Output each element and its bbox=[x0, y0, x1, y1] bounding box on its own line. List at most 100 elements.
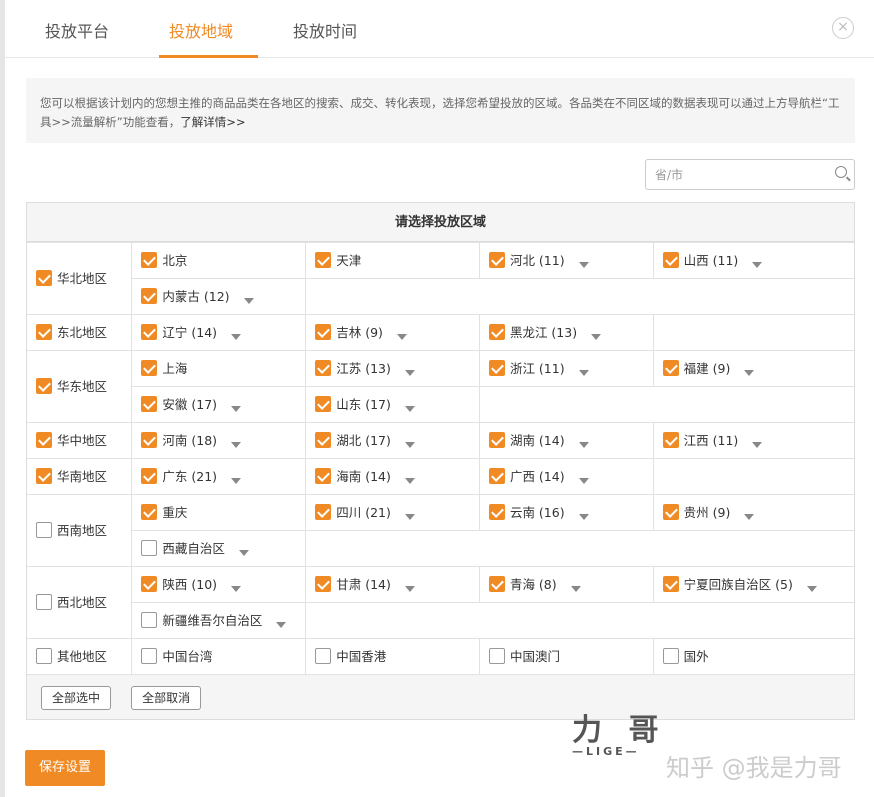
checkbox[interactable] bbox=[36, 377, 52, 394]
close-icon[interactable]: × bbox=[832, 17, 854, 39]
checkbox[interactable] bbox=[315, 503, 332, 520]
chevron-down-icon[interactable] bbox=[404, 477, 415, 484]
checkbox[interactable] bbox=[141, 611, 158, 628]
checkbox[interactable] bbox=[662, 359, 679, 376]
chevron-down-icon[interactable] bbox=[243, 297, 254, 304]
checkbox[interactable] bbox=[315, 251, 332, 268]
checkbox[interactable] bbox=[488, 647, 505, 664]
checkbox[interactable] bbox=[662, 503, 679, 520]
checkbox[interactable] bbox=[141, 251, 158, 268]
chevron-down-icon[interactable] bbox=[752, 441, 763, 448]
checkbox[interactable] bbox=[36, 431, 52, 448]
province-checkbox[interactable]: 广西 (14) bbox=[488, 466, 565, 485]
checkbox[interactable] bbox=[315, 323, 332, 340]
checkbox[interactable] bbox=[141, 395, 158, 412]
checkbox[interactable] bbox=[488, 431, 505, 448]
checkbox[interactable] bbox=[141, 323, 158, 340]
checkbox[interactable] bbox=[141, 539, 158, 556]
region-checkbox[interactable]: 其他地区 bbox=[36, 646, 107, 665]
province-checkbox[interactable]: 上海 bbox=[141, 358, 187, 377]
checkbox[interactable] bbox=[141, 503, 158, 520]
chevron-down-icon[interactable] bbox=[404, 513, 415, 520]
region-checkbox[interactable]: 华北地区 bbox=[36, 268, 107, 287]
chevron-down-icon[interactable] bbox=[806, 585, 817, 592]
checkbox[interactable] bbox=[662, 431, 679, 448]
checkbox[interactable] bbox=[315, 395, 332, 412]
chevron-down-icon[interactable] bbox=[231, 405, 242, 412]
checkbox[interactable] bbox=[315, 467, 332, 484]
checkbox[interactable] bbox=[141, 575, 158, 592]
province-checkbox[interactable]: 山西 (11) bbox=[662, 250, 738, 269]
chevron-down-icon[interactable] bbox=[744, 513, 755, 520]
province-checkbox[interactable]: 中国香港 bbox=[315, 646, 386, 665]
chevron-down-icon[interactable] bbox=[578, 261, 589, 268]
chevron-down-icon[interactable] bbox=[231, 441, 242, 448]
checkbox[interactable] bbox=[141, 647, 158, 664]
province-checkbox[interactable]: 江西 (11) bbox=[662, 430, 738, 449]
checkbox[interactable] bbox=[315, 575, 332, 592]
checkbox[interactable] bbox=[36, 323, 52, 340]
province-checkbox[interactable]: 中国台湾 bbox=[141, 646, 212, 665]
province-checkbox[interactable]: 四川 (21) bbox=[315, 502, 391, 521]
chevron-down-icon[interactable] bbox=[404, 405, 415, 412]
checkbox[interactable] bbox=[488, 503, 505, 520]
province-checkbox[interactable]: 青海 (8) bbox=[488, 574, 557, 593]
province-checkbox[interactable]: 宁夏回族自治区 (5) bbox=[662, 574, 793, 593]
chevron-down-icon[interactable] bbox=[752, 261, 763, 268]
province-checkbox[interactable]: 浙江 (11) bbox=[488, 358, 565, 377]
checkbox[interactable] bbox=[662, 575, 679, 592]
checkbox[interactable] bbox=[488, 359, 505, 376]
checkbox[interactable] bbox=[315, 359, 332, 376]
tab-region[interactable]: 投放地域 bbox=[169, 22, 234, 41]
checkbox[interactable] bbox=[662, 647, 679, 664]
chevron-down-icon[interactable] bbox=[231, 333, 242, 340]
checkbox[interactable] bbox=[141, 467, 158, 484]
checkbox[interactable] bbox=[36, 521, 52, 538]
checkbox[interactable] bbox=[488, 467, 505, 484]
province-checkbox[interactable]: 重庆 bbox=[141, 502, 187, 521]
province-checkbox[interactable]: 湖北 (17) bbox=[315, 430, 391, 449]
chevron-down-icon[interactable] bbox=[744, 369, 755, 376]
province-checkbox[interactable]: 贵州 (9) bbox=[662, 502, 730, 521]
chevron-down-icon[interactable] bbox=[578, 513, 589, 520]
province-checkbox[interactable]: 吉林 (9) bbox=[315, 322, 383, 341]
chevron-down-icon[interactable] bbox=[404, 585, 415, 592]
checkbox[interactable] bbox=[315, 431, 332, 448]
province-checkbox[interactable]: 江苏 (13) bbox=[315, 358, 391, 377]
checkbox[interactable] bbox=[36, 647, 52, 664]
tab-time[interactable]: 投放时间 bbox=[293, 22, 358, 41]
province-checkbox[interactable]: 天津 bbox=[315, 250, 361, 269]
province-checkbox[interactable]: 河北 (11) bbox=[488, 250, 565, 269]
region-checkbox[interactable]: 西南地区 bbox=[36, 520, 107, 539]
province-checkbox[interactable]: 西藏自治区 bbox=[141, 538, 225, 557]
save-button[interactable]: 保存设置 bbox=[25, 750, 105, 786]
checkbox[interactable] bbox=[488, 323, 505, 340]
checkbox[interactable] bbox=[488, 575, 505, 592]
province-checkbox[interactable]: 广东 (21) bbox=[141, 466, 217, 485]
province-checkbox[interactable]: 山东 (17) bbox=[315, 394, 391, 413]
chevron-down-icon[interactable] bbox=[276, 621, 287, 628]
region-checkbox[interactable]: 华南地区 bbox=[36, 466, 107, 485]
province-checkbox[interactable]: 河南 (18) bbox=[141, 430, 217, 449]
checkbox[interactable] bbox=[141, 359, 158, 376]
chevron-down-icon[interactable] bbox=[578, 369, 589, 376]
province-checkbox[interactable]: 安徽 (17) bbox=[141, 394, 217, 413]
search-icon[interactable] bbox=[835, 166, 847, 178]
chevron-down-icon[interactable] bbox=[238, 549, 249, 556]
chevron-down-icon[interactable] bbox=[578, 477, 589, 484]
chevron-down-icon[interactable] bbox=[591, 333, 602, 340]
province-checkbox[interactable]: 福建 (9) bbox=[662, 358, 730, 377]
province-checkbox[interactable]: 湖南 (14) bbox=[488, 430, 565, 449]
province-checkbox[interactable]: 新疆维吾尔自治区 bbox=[141, 610, 262, 629]
region-checkbox[interactable]: 华中地区 bbox=[36, 430, 107, 449]
tab-platform[interactable]: 投放平台 bbox=[45, 22, 110, 41]
chevron-down-icon[interactable] bbox=[570, 585, 581, 592]
province-checkbox[interactable]: 国外 bbox=[662, 646, 709, 665]
deselect-all-button[interactable]: 全部取消 bbox=[131, 686, 202, 710]
province-checkbox[interactable]: 黑龙江 (13) bbox=[488, 322, 577, 341]
province-search-input[interactable] bbox=[646, 160, 826, 189]
checkbox[interactable] bbox=[315, 647, 332, 664]
region-checkbox[interactable]: 华东地区 bbox=[36, 376, 107, 395]
region-checkbox[interactable]: 东北地区 bbox=[36, 322, 107, 341]
checkbox[interactable] bbox=[662, 251, 679, 268]
